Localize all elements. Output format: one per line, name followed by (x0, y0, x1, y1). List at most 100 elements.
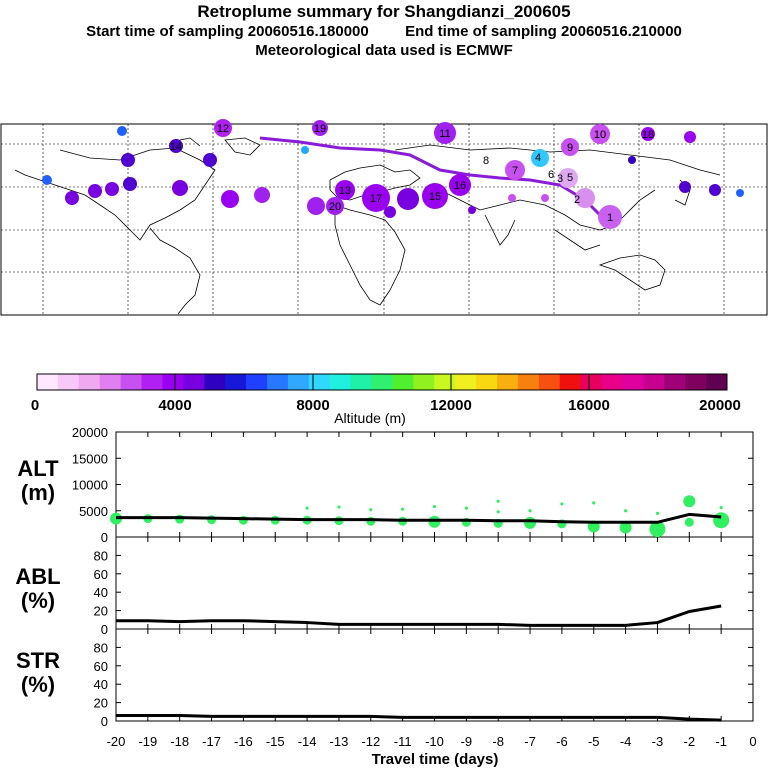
map-cluster (508, 194, 516, 202)
met-data-label: Meteorological data used is ECMWF (255, 42, 513, 59)
colorbar-cell (476, 374, 498, 390)
alt-ylabel-top: ALT (17, 456, 59, 481)
map-cluster (558, 168, 578, 188)
alt-series-line (116, 512, 722, 524)
map-label: 14 (170, 141, 182, 153)
map-cluster (384, 206, 396, 218)
y-tick-label: 40 (94, 585, 108, 600)
alt-cluster-point (684, 517, 694, 527)
map-cluster (121, 153, 135, 167)
map-cluster (628, 156, 636, 164)
map-label: 6 (548, 169, 554, 181)
x-tick-label: -13 (330, 734, 349, 749)
colorbar-cell (392, 374, 414, 390)
x-tick-label: 0 (749, 734, 756, 749)
colorbar-frame (36, 373, 728, 391)
map-label: 3 (557, 173, 563, 185)
map-cluster (434, 122, 456, 144)
map-label: 7 (512, 165, 518, 177)
alt-cluster-point (432, 504, 437, 509)
map-cluster (531, 149, 549, 167)
x-tick-label: -1 (715, 734, 727, 749)
alt-cluster-point (369, 508, 373, 512)
map-cluster (736, 189, 744, 197)
colorbar-cell (685, 374, 707, 390)
colorbar-cell (141, 374, 163, 390)
map-cluster (684, 131, 696, 143)
x-tick-label: -19 (138, 734, 157, 749)
end-time-label: End time of sampling 20060516.210000 (405, 23, 682, 40)
str-ylabel-bottom: (%) (21, 672, 55, 697)
colorbar-cell (57, 374, 80, 390)
map-label: 20 (329, 201, 341, 213)
colorbar-tick: 0 (31, 397, 39, 414)
y-tick-label: 60 (94, 659, 108, 674)
map-panel: 1 2 3 4 5 6 7 8 9 10 11 12 13 14 15 16 1… (0, 119, 768, 316)
abl-ylabel-top: ABL (15, 564, 60, 589)
colorbar-cell (350, 374, 373, 390)
x-tick-label: -10 (425, 734, 444, 749)
map-cluster (590, 124, 610, 144)
x-tick-label: -12 (361, 734, 380, 749)
map-label: 10 (594, 129, 606, 141)
alt-cluster-point (592, 501, 596, 505)
y-tick-label: 5000 (79, 504, 108, 519)
x-tick-label: -17 (202, 734, 221, 749)
x-tick-label: -5 (588, 734, 600, 749)
x-tick-label: -15 (266, 734, 285, 749)
map-label: 13 (339, 185, 351, 197)
map-cluster (221, 190, 239, 208)
y-tick-label: 40 (94, 677, 108, 692)
colorbar-label: Altitude (m) (334, 410, 406, 426)
map-label: 5 (567, 172, 573, 184)
map-cluster (335, 180, 355, 200)
map-label: 15 (429, 191, 441, 203)
colorbar-cell (580, 374, 603, 390)
colorbar-tick: 12000 (430, 397, 472, 414)
map-cluster (679, 181, 691, 193)
map-cluster (598, 205, 622, 229)
str-panel-frame (115, 628, 754, 722)
colorbar-cell (622, 374, 644, 390)
map-cluster (65, 191, 79, 205)
colorbar-cell (287, 374, 310, 390)
colorbar-major-ticks (174, 374, 590, 390)
colorbar-cell (455, 374, 477, 390)
colorbar-cell (434, 374, 456, 390)
alt-cluster-point (528, 509, 532, 513)
colorbar-cell (308, 374, 331, 390)
colorbar-cell (664, 374, 686, 390)
x-tick-label: -6 (556, 734, 568, 749)
alt-cluster-point (464, 506, 468, 510)
colorbar-cell (371, 374, 393, 390)
start-time-label: Start time of sampling 20060516.180000 (86, 23, 369, 40)
map-label: 11 (439, 128, 450, 140)
colorbar-tick-labels: 0 4000 8000 12000 16000 20000 (31, 397, 741, 414)
colorbar-cell (37, 374, 59, 390)
alt-cluster-point (428, 515, 441, 528)
map-label: 19 (314, 123, 326, 135)
alt-cluster-point (496, 499, 500, 503)
map-cluster (561, 138, 579, 156)
map-cluster (362, 184, 390, 212)
map-cluster (117, 126, 127, 136)
colorbar-cell (78, 374, 101, 390)
colorbar-tick: 8000 (296, 397, 329, 414)
alt-cluster-point (719, 506, 723, 510)
y-tick-label: 80 (94, 548, 108, 563)
colorbar-cell (204, 374, 226, 390)
y-tick-label: 0 (101, 530, 108, 545)
colorbar-tick: 16000 (568, 397, 610, 414)
map-cluster (169, 139, 183, 153)
y-tick-label: 10000 (72, 478, 108, 493)
map-cluster (468, 206, 476, 214)
abl-series-line (116, 604, 722, 627)
abl-ylabel-bottom: (%) (21, 588, 55, 613)
map-cluster (88, 184, 102, 198)
alt-cluster-point (337, 505, 341, 509)
map-label: 17 (370, 193, 382, 205)
map-cluster (254, 187, 270, 203)
colorbar-cell (538, 374, 561, 390)
alt-cluster-point (175, 514, 185, 524)
x-tick-label: -9 (461, 734, 473, 749)
